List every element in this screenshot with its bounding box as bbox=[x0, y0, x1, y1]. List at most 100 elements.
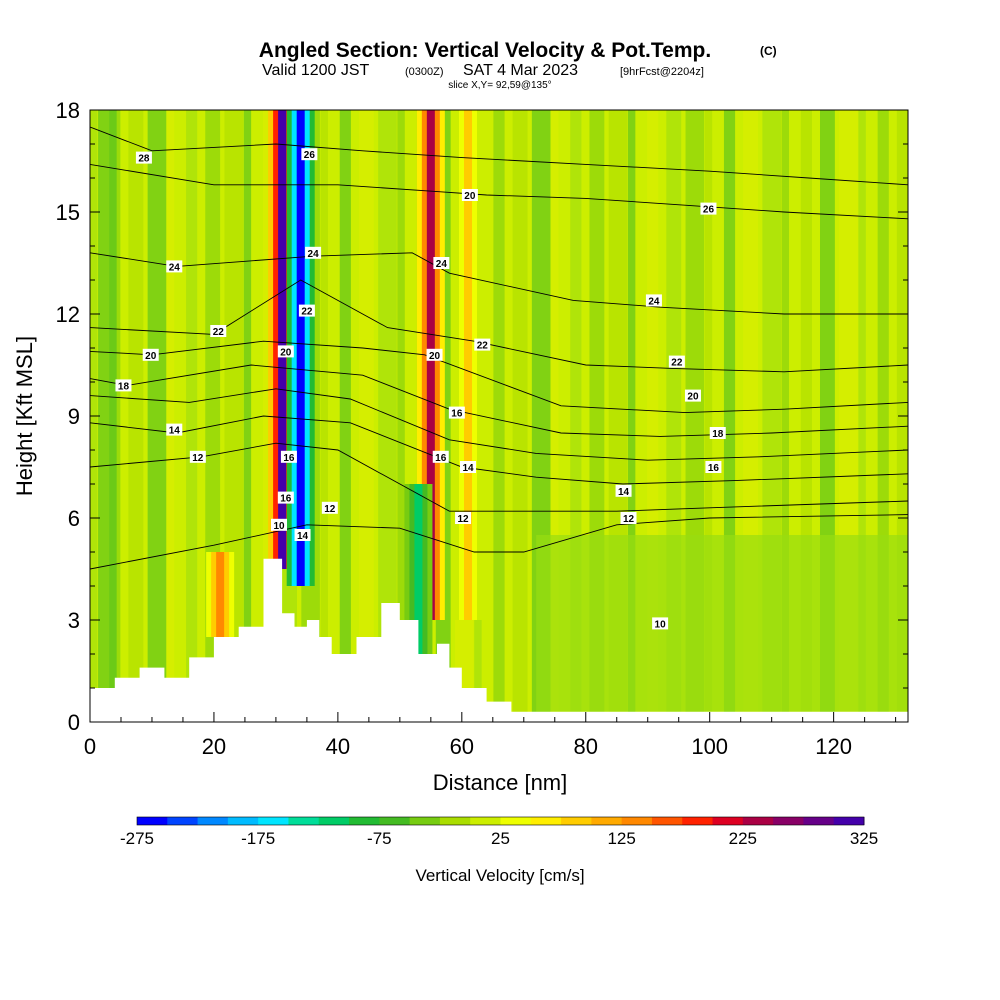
theta-contour-22 bbox=[90, 279, 908, 373]
background-stripe bbox=[493, 110, 505, 722]
colorbar-swatch bbox=[803, 817, 835, 825]
theta-contour-12 bbox=[90, 442, 908, 512]
x-tick-label: 80 bbox=[574, 734, 598, 759]
background-stripe bbox=[627, 110, 636, 722]
colorbar-swatch bbox=[349, 817, 380, 825]
contour-label-box bbox=[294, 529, 311, 541]
contour-label-box bbox=[433, 257, 450, 269]
contour-label: 22 bbox=[301, 307, 313, 318]
velocity-band-core bbox=[464, 110, 473, 620]
colorbar-swatch bbox=[773, 817, 804, 825]
contour-label-box bbox=[426, 348, 443, 361]
x-axis: 0 20 40 60 80 100 120 bbox=[84, 712, 897, 759]
x-axis-label: Distance [nm] bbox=[433, 770, 568, 795]
colorbar-swatch bbox=[742, 817, 774, 825]
x-tick-label: 0 bbox=[84, 734, 96, 759]
contour-label-box bbox=[620, 512, 637, 524]
contour-label: 14 bbox=[462, 463, 474, 474]
background-stripe bbox=[858, 110, 866, 722]
colorbar-swatch bbox=[318, 817, 350, 825]
contour-label-box bbox=[668, 355, 685, 368]
y-axis-label: Height [Kft MSL] bbox=[12, 336, 37, 496]
y-tick-label: 0 bbox=[68, 710, 80, 735]
contour-label-box bbox=[301, 148, 318, 161]
colorbar-frame bbox=[136, 816, 865, 826]
colorbar-tick-label: 125 bbox=[607, 829, 635, 848]
background-stripe bbox=[147, 110, 167, 722]
contour-label-box bbox=[455, 512, 472, 524]
contour-label: 14 bbox=[297, 531, 309, 542]
contour-label-box bbox=[166, 423, 183, 436]
contour-label: 22 bbox=[477, 341, 489, 352]
x-tick-label: 40 bbox=[326, 734, 350, 759]
contour-label: 26 bbox=[304, 150, 316, 161]
colorbar-swatch bbox=[561, 817, 592, 825]
contour-label-box bbox=[700, 202, 717, 215]
y-tick-label: 3 bbox=[68, 608, 80, 633]
contour-label: 20 bbox=[145, 351, 157, 362]
colorbar-label: Vertical Velocity [cm/s] bbox=[415, 866, 584, 885]
velocity-band-core bbox=[278, 110, 287, 569]
background-stripe bbox=[378, 110, 397, 722]
background-stripe bbox=[358, 110, 374, 722]
contour-label: 14 bbox=[618, 487, 630, 498]
contour-label-box bbox=[142, 348, 159, 361]
colorbar-swatch bbox=[682, 817, 714, 825]
contour-label-box bbox=[705, 461, 722, 473]
colorbar-tick-label: -75 bbox=[367, 829, 392, 848]
contour-label-box bbox=[115, 379, 132, 392]
contour-label: 18 bbox=[712, 429, 724, 440]
contour-label-box bbox=[298, 304, 315, 317]
contour-label: 24 bbox=[169, 262, 181, 273]
contour-label-box bbox=[461, 189, 478, 201]
contour-label-box bbox=[684, 389, 701, 402]
background-stripe bbox=[243, 110, 252, 722]
colorbar-swatch bbox=[833, 817, 865, 825]
contour-label: 16 bbox=[435, 453, 447, 464]
contour-labels: 28 24 22 20 18 14 12 26 24 22 20 16 16 10 14 12 20 24 20 22… bbox=[115, 148, 726, 630]
contour-label: 12 bbox=[457, 514, 469, 525]
colorbar-swatch bbox=[379, 817, 411, 825]
background-stripe bbox=[128, 110, 144, 722]
colorbar-swatch bbox=[197, 817, 229, 825]
x-tick-label: 100 bbox=[691, 734, 728, 759]
theta-contour-10 bbox=[90, 514, 908, 570]
colorbar-swatch bbox=[409, 817, 441, 825]
colorbar-swatch bbox=[500, 817, 532, 825]
contour-label-box bbox=[645, 294, 662, 307]
background-stripe bbox=[723, 110, 736, 722]
theta-contour-28 bbox=[90, 126, 908, 186]
contour-label: 22 bbox=[671, 358, 683, 369]
contour-label-box bbox=[135, 151, 152, 164]
background-stripe bbox=[98, 110, 117, 722]
colorbar-swatch bbox=[651, 817, 683, 825]
background-stripe bbox=[781, 110, 790, 722]
contour-label: 12 bbox=[192, 453, 204, 464]
contour-label: 16 bbox=[451, 409, 463, 420]
contour-label: 20 bbox=[280, 347, 292, 358]
y-tick-label: 6 bbox=[68, 506, 80, 531]
subtitle-forecast: [9hrFcst@2204z] bbox=[620, 66, 704, 78]
colorbar-swatch bbox=[621, 817, 653, 825]
colorbar-swatch bbox=[288, 817, 320, 825]
contour-label: 22 bbox=[213, 327, 225, 338]
colorbar-swatch bbox=[258, 817, 289, 825]
contour-label: 16 bbox=[280, 494, 292, 505]
x-tick-label: 60 bbox=[450, 734, 474, 759]
background-stripe bbox=[570, 110, 582, 722]
colorbar-tick-label: -175 bbox=[241, 829, 275, 848]
colorbar-swatch bbox=[591, 817, 623, 825]
contour-label: 12 bbox=[324, 504, 336, 515]
colorbar-swatch bbox=[227, 817, 259, 825]
velocity-band-core bbox=[414, 484, 423, 654]
subtitle-date: SAT 4 Mar 2023 bbox=[463, 62, 578, 79]
velocity-band-core bbox=[426, 110, 435, 620]
contour-label-box bbox=[321, 501, 338, 514]
background-stripe bbox=[339, 110, 351, 722]
theta-contour-16 bbox=[90, 388, 908, 461]
colorbar-tick-label: -275 bbox=[120, 829, 154, 848]
contour-label: 20 bbox=[429, 351, 441, 362]
contour-label-box bbox=[277, 345, 294, 358]
velocity-band-core bbox=[216, 552, 225, 637]
